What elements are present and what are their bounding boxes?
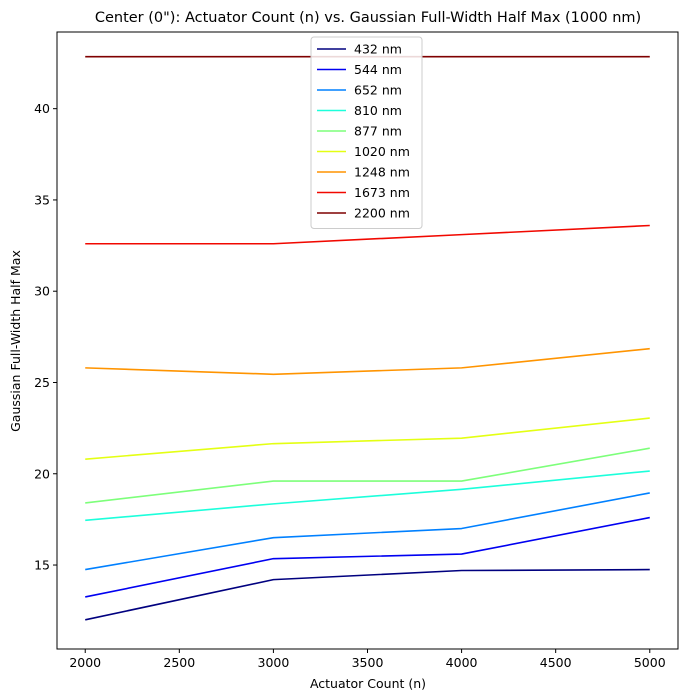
legend-label-1: 544 nm bbox=[354, 62, 402, 77]
series-line-5 bbox=[85, 417, 650, 460]
x-axis-label: Actuator Count (n) bbox=[310, 676, 426, 691]
y-axis: 15 20 25 30 35 40 bbox=[34, 101, 57, 573]
series-line-3 bbox=[85, 470, 650, 522]
x-tick-label-2000: 2000 bbox=[69, 655, 101, 670]
chart-title: Center (0"): Actuator Count (n) vs. Gaus… bbox=[95, 10, 641, 26]
x-axis: 2000 2500 3000 3500 4000 4500 5000 bbox=[69, 649, 666, 670]
y-tick-label-25: 25 bbox=[34, 375, 50, 390]
legend-label-2: 652 nm bbox=[354, 83, 402, 98]
x-tick-label-3500: 3500 bbox=[352, 655, 384, 670]
x-tick-label-5000: 5000 bbox=[634, 655, 666, 670]
x-tick-label-4500: 4500 bbox=[540, 655, 572, 670]
y-tick-label-15: 15 bbox=[34, 558, 50, 573]
y-axis-label: Gaussian Full-Width Half Max bbox=[8, 250, 23, 432]
series-line-6 bbox=[85, 347, 650, 376]
series-line-1 bbox=[85, 516, 650, 598]
x-tick-label-2500: 2500 bbox=[163, 655, 195, 670]
y-tick-label-35: 35 bbox=[34, 192, 50, 207]
series-line-2 bbox=[85, 492, 650, 571]
series-line-4 bbox=[85, 447, 650, 504]
series-line-7 bbox=[85, 224, 650, 245]
y-tick-label-20: 20 bbox=[34, 466, 50, 481]
x-tick-label-4000: 4000 bbox=[446, 655, 478, 670]
legend-label-4: 877 nm bbox=[354, 124, 402, 139]
legend-label-6: 1248 nm bbox=[354, 165, 410, 180]
legend-label-3: 810 nm bbox=[354, 103, 402, 118]
legend: 432 nm 544 nm 652 nm 810 nm 877 nm 1020 nm 124… bbox=[310, 36, 423, 229]
series-line-0 bbox=[85, 568, 650, 621]
x-tick-label-3000: 3000 bbox=[258, 655, 290, 670]
legend-label-0: 432 nm bbox=[354, 42, 402, 57]
legend-label-8: 2200 nm bbox=[354, 206, 410, 221]
y-tick-label-40: 40 bbox=[34, 101, 50, 116]
legend-box bbox=[310, 36, 423, 229]
legend-label-5: 1020 nm bbox=[354, 144, 410, 159]
y-tick-label-30: 30 bbox=[34, 284, 50, 299]
legend-label-7: 1673 nm bbox=[354, 185, 410, 200]
